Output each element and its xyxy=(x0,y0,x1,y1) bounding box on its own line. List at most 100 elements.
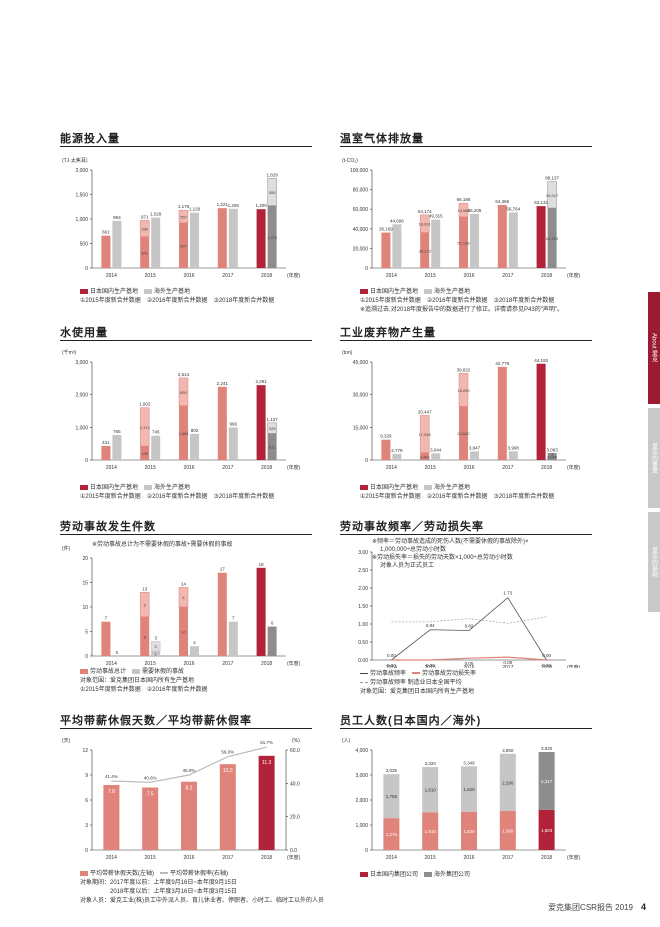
y-tick-label: 2,000 xyxy=(75,168,88,174)
bar xyxy=(217,572,227,656)
data-label: 56,764 xyxy=(506,206,520,211)
data-label: 2,317 xyxy=(541,779,553,784)
bar xyxy=(258,755,275,850)
data-label: 1,510 xyxy=(425,829,437,834)
y-tick-label: 30,000 xyxy=(353,393,369,399)
axis-unit: (天) xyxy=(62,738,71,744)
legend-swatch xyxy=(424,871,433,877)
legend-swatch xyxy=(412,672,421,675)
divider xyxy=(60,340,312,341)
y-tick-label: 40,000 xyxy=(353,227,369,233)
legend-label: 日本国内生产基地 xyxy=(370,485,419,491)
x-tick-label: 2016 xyxy=(463,465,474,471)
segment-label: 3 xyxy=(551,451,554,456)
data-label: 2,241 xyxy=(217,381,229,386)
data-label: 20,447 xyxy=(418,409,432,414)
y-tick-label: 0 xyxy=(85,848,88,854)
top-notes: ※频率＝劳动事故造成的死伤人数(不需要休假的事故除外)× 1,000,000÷总… xyxy=(372,538,529,570)
x-tick-label: 2017 xyxy=(502,465,513,471)
segment-label: 24,622 xyxy=(457,431,470,436)
divider xyxy=(340,146,592,147)
data-label: 3 xyxy=(154,635,157,640)
note: 对象人员为正式员工 xyxy=(380,563,435,569)
bar-segment-new xyxy=(267,178,277,206)
ghg-chart: (t-CO₂) 0 20,000 40,000 60,000 80,000 100,000 2… xyxy=(342,158,581,279)
x-axis-suffix: (年度) xyxy=(567,272,581,279)
top-note: ※劳动事故总计为不需要休假的事故+需要休假的事故 xyxy=(92,542,233,548)
y-tick-label: 45,000 xyxy=(353,360,369,366)
energy-chart: (TJ·太焦耳) 0 500 1,000 1,500 2,000 2014 2015 2016 2… xyxy=(62,157,301,279)
axis-unit: (%) xyxy=(292,738,300,744)
data-label: 13 xyxy=(142,586,148,591)
bar-segment-new xyxy=(178,377,189,406)
segment-label: 927 xyxy=(180,243,187,248)
leave-panel: 平均带薪休假天数／平均带薪休假率 (天) 0 3 6 9 12 2014 2015 2016 20… xyxy=(60,712,324,907)
total-label: 3,349 xyxy=(463,760,475,765)
note: ②2016年度新合并数据 xyxy=(146,494,208,500)
data-label: 3,044 xyxy=(430,447,442,452)
bar xyxy=(256,567,266,656)
side-tab-foundation[interactable]: 爱克的基础 xyxy=(648,512,660,612)
note: ①2015年度新合并数据 xyxy=(360,494,421,500)
legend-swatch xyxy=(424,288,433,294)
bar xyxy=(181,781,197,850)
data-label: 0.00 xyxy=(542,653,551,658)
bar-segment-new xyxy=(139,592,150,618)
x-tick-label: 2018 xyxy=(261,273,272,279)
legend-swatch xyxy=(360,484,368,490)
note: ②2016年度新合并数据 xyxy=(426,494,488,500)
y-tick-label: 60,000 xyxy=(353,207,369,213)
y-tick-label: 20 xyxy=(82,556,88,562)
data-label: 39,822 xyxy=(457,367,471,372)
data-label: 0 xyxy=(116,650,119,655)
data-label: 1,759 xyxy=(386,794,398,799)
data-label: 49,315 xyxy=(429,214,443,219)
data-label: 1,200 xyxy=(255,203,267,208)
axis-unit: (件) xyxy=(62,545,71,552)
x-tick-label: 2018 xyxy=(541,855,552,861)
side-tab-about[interactable]: About 爱克 xyxy=(648,292,660,404)
y-tick-label: 4,000 xyxy=(355,748,368,754)
bar xyxy=(256,385,266,460)
segment-label: 36,173 xyxy=(419,248,432,253)
data-label: 44,193 xyxy=(534,358,548,363)
bar xyxy=(538,752,555,810)
data-label: 88,137 xyxy=(545,176,559,181)
data-label: 10.3 xyxy=(223,768,233,774)
x-tick-label: 2016 xyxy=(463,273,474,279)
bar xyxy=(508,451,518,460)
total-label: 3,320 xyxy=(425,761,437,766)
bar xyxy=(190,646,199,656)
y-tick-label: 0 xyxy=(365,848,368,854)
x-tick-label: 2015 xyxy=(145,661,156,667)
bar xyxy=(190,212,199,268)
y-tick-label: 9 xyxy=(85,773,88,779)
y-tick-label: 3.00 xyxy=(358,550,368,556)
data-label: 66,186 xyxy=(457,197,471,202)
data-label: 7 xyxy=(232,616,235,621)
axis-unit: (TJ·太焦耳) xyxy=(62,157,88,164)
note: 1,000,000÷总劳动小时数 xyxy=(380,547,446,553)
bar xyxy=(497,366,507,460)
legend-label: 平均带薪休假率(右轴) xyxy=(170,871,228,877)
bar xyxy=(140,236,150,268)
legend-swatch xyxy=(360,672,368,674)
bar xyxy=(101,621,111,656)
axis-unit: (千m³) xyxy=(62,349,76,356)
bar xyxy=(190,433,199,460)
x-tick-label: 2015 xyxy=(425,855,436,861)
bar-segment-new xyxy=(458,202,469,218)
axis-unit: (ton) xyxy=(342,350,353,356)
y-tick-label: 500 xyxy=(80,242,89,248)
axis-unit: (人) xyxy=(342,738,351,744)
x-tick-label: 2016 xyxy=(463,855,474,861)
water-chart: (千m³) 0 1,000 2,000 3,000 2014 2015 2016 2017 201… xyxy=(62,349,301,471)
legend-swatch xyxy=(80,870,88,876)
side-tab-important[interactable]: 爱克的重要 xyxy=(648,408,660,508)
data-label: 0.82 xyxy=(465,623,474,628)
note: ①2015年度新合并数据 xyxy=(80,494,141,500)
legend: 平均带薪休假天数(左轴) 平均带薪休假率(右轴) 对象期间：2017年度以前：上年… xyxy=(80,870,324,906)
data-label: 0.84 xyxy=(426,623,435,628)
scope-note: 对象范围：爱克集团日本国内所有生产基地 xyxy=(80,678,195,684)
data-label: 1,029 xyxy=(150,212,162,217)
